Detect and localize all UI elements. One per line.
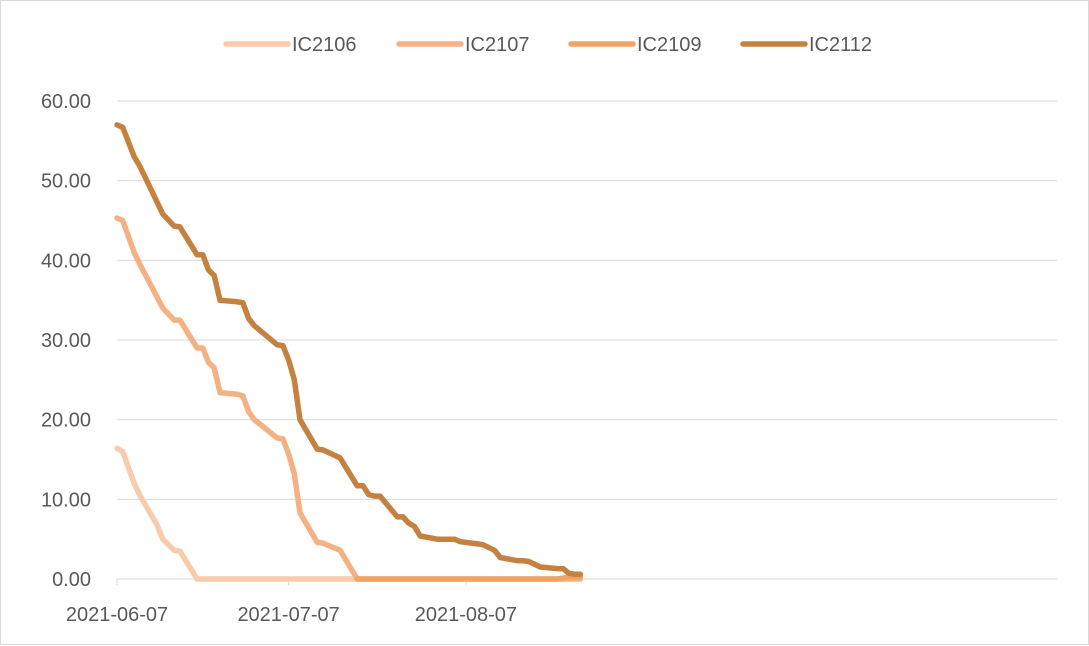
y-tick-label-6: 60.00 <box>41 91 91 113</box>
x-tick-label-2: 2021-08-07 <box>415 604 517 626</box>
y-tick-label-5: 50.00 <box>41 171 91 193</box>
legend-label-ic2107: IC2107 <box>465 34 530 56</box>
series-line-ic2109 <box>354 573 584 582</box>
legend-item-ic2112: IC2112 <box>740 34 872 56</box>
y-tick-label-0: 0.00 <box>52 569 91 591</box>
x-tick-label-1: 2021-07-07 <box>237 604 339 626</box>
series-line-ic2112 <box>114 122 584 577</box>
x-tick-label-0: 2021-06-07 <box>66 604 168 626</box>
y-tick-label-1: 10.00 <box>41 489 91 511</box>
grid-lines <box>117 100 1057 500</box>
y-axis-tick-labels: 0.00 10.00 20.00 30.00 40.00 50.00 60.00 <box>41 91 91 591</box>
x-axis-tick-labels: 2021-06-07 2021-07-07 2021-08-07 <box>66 604 517 626</box>
y-tick-label-2: 20.00 <box>41 410 91 432</box>
legend-item-ic2106: IC2106 <box>223 34 357 56</box>
series-line-ic2107 <box>114 215 584 582</box>
legend-item-ic2109: IC2109 <box>568 34 702 56</box>
legend-label-ic2106: IC2106 <box>292 34 357 56</box>
series-line-ic2106 <box>114 445 360 582</box>
series-lines <box>114 122 584 582</box>
legend-item-ic2107: IC2107 <box>396 34 530 56</box>
y-tick-label-4: 40.00 <box>41 250 91 272</box>
legend: IC2106 IC2107 IC2109 IC2112 <box>223 34 872 56</box>
legend-label-ic2112: IC2112 <box>809 34 872 56</box>
y-tick-label-3: 30.00 <box>41 330 91 352</box>
legend-label-ic2109: IC2109 <box>637 34 702 56</box>
